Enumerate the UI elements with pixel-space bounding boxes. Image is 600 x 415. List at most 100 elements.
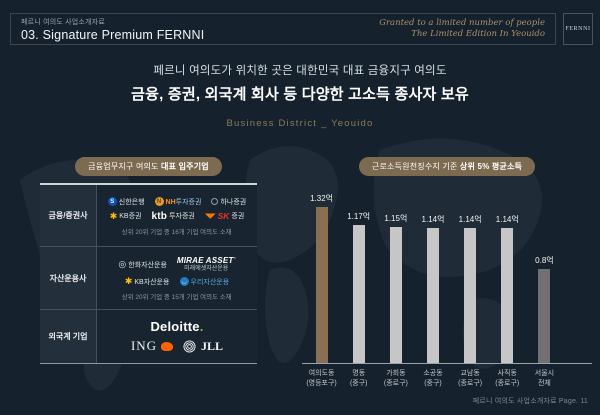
left-header-bold: 대표 입주기업 <box>161 162 209 171</box>
ktb-suffix: 투자증권 <box>169 213 195 220</box>
kb-asset-label: KB자산운용 <box>134 278 170 286</box>
sk-suffix: 증권 <box>231 213 245 220</box>
bar-category-label: 서울시 전체 <box>534 370 555 387</box>
foreign-logo-line1: Deloitte. <box>150 319 203 334</box>
bar-category-label: 명동 (중구) <box>349 370 368 387</box>
bar-value-label: 1.17억 <box>347 212 371 221</box>
logo-hana-securities: 하나증권 <box>211 197 246 207</box>
ktb-prefix: ktb <box>151 210 168 222</box>
tagline-line2: The Limited Edition In Yeouido <box>411 29 545 39</box>
kb-star-icon: ✱ <box>124 276 133 286</box>
bar <box>352 225 365 363</box>
finance-logos-cell: S 신한은행 N NH투자증권 하나증권 ✱ KB증권 ktb 투자증권 ◥◤ SK 증권 … <box>97 185 257 246</box>
right-header-normal: 근로소득원천징수지 기준 <box>371 162 460 171</box>
deloitte-wordmark: Deloitte <box>150 319 200 334</box>
bar-value-label: 1.14억 <box>421 215 445 224</box>
logo-mirae-asset: MIRAE ASSET′ 미래에셋자산운용 <box>176 255 236 273</box>
hanwha-icon: ◎ <box>118 259 127 269</box>
header: 페르니 여의도 사업소개자료 03. Signature Premium FER… <box>10 13 556 45</box>
bar-value-label: 1.14억 <box>458 215 482 224</box>
asset-note: 상위 20위 기업 중 15개 기업 여의도 소재 <box>122 293 232 301</box>
footer-page-number: 페르니 여의도 사업소개자료 Page. 11 <box>472 398 588 405</box>
mirae-main-label: MIRAE ASSET′ <box>176 255 236 265</box>
page-title: 03. Signature Premium FERNNI <box>21 27 205 42</box>
bar <box>315 207 328 363</box>
right-section-header-wrap: 근로소득원천징수지 기준 상위 5% 평균소득 <box>302 156 592 176</box>
nh-label: NH투자증권 <box>166 197 202 207</box>
category-finance: 금융/증권사 <box>40 185 97 246</box>
chart-x-axis <box>302 363 592 364</box>
nh-suffix: 투자증권 <box>175 198 202 206</box>
woori-icon: ◡ <box>179 277 189 286</box>
logo-deloitte: Deloitte. <box>150 319 203 334</box>
asset-logo-line1: ◎ 한화자산운용 MIRAE ASSET′ 미래에셋자산운용 <box>118 255 236 273</box>
sk-prefix: SK <box>217 211 230 221</box>
hana-icon <box>211 198 219 205</box>
bar-group: 1.17억 <box>340 211 377 363</box>
bar-value-label: 1.15억 <box>384 214 408 223</box>
mirae-tick-icon: ′ <box>233 255 236 265</box>
logo-kb-securities: ✱ KB증권 <box>110 211 142 221</box>
logo-hanwha-asset: ◎ 한화자산운용 <box>118 260 167 270</box>
breadcrumb: 페르니 여의도 사업소개자료 <box>21 18 105 26</box>
table-row-asset-management: 자산운용사 ◎ 한화자산운용 MIRAE ASSET′ 미래에셋자산운용 ✱ KB자산… <box>40 247 257 310</box>
deloitte-green-dot: . <box>199 319 204 334</box>
bar-category-label: 여의도동 (영등포구) <box>306 370 337 387</box>
bar-group: 0.8억 <box>526 255 563 363</box>
finance-logo-line1: S 신한은행 N NH투자증권 하나증권 <box>107 197 246 207</box>
bar <box>389 227 402 363</box>
asset-logos-cell: ◎ 한화자산운용 MIRAE ASSET′ 미래에셋자산운용 ✱ KB자산운용 ◡ 우리… <box>97 247 257 309</box>
logo-ktb-securities: ktb 투자증권 <box>151 211 194 222</box>
bar-category-label: 사직동 (종로구) <box>495 370 520 387</box>
kb-star-icon: ✱ <box>109 210 118 221</box>
bar-category-label: 가회동 (종로구) <box>383 370 408 387</box>
table-row-finance: 금융/증권사 S 신한은행 N NH투자증권 하나증권 ✱ KB증권 ktb 투자증권 … <box>40 185 257 247</box>
category-foreign: 외국계 기업 <box>40 310 97 363</box>
brand-logo-box: FERNNI <box>563 13 593 45</box>
logo-ing: ING <box>131 338 174 354</box>
headline-line1: 페르니 여의도가 위치한 곳은 대한민국 대표 금융지구 여의도 <box>153 65 447 77</box>
headline-block: 페르니 여의도가 위치한 곳은 대한민국 대표 금융지구 여의도 금융, 증권,… <box>0 62 600 129</box>
left-header-normal: 금융업무지구 여의도 <box>88 162 162 171</box>
sk-wings-icon: ◥◤ <box>204 212 216 220</box>
bar-value-label: 1.32억 <box>310 194 334 203</box>
asset-logo-line2: ✱ KB자산운용 ◡ 우리자산운용 <box>125 277 229 287</box>
foreign-logo-line2: ING JLL <box>131 338 223 354</box>
woori-label: 우리자산운용 <box>190 278 230 286</box>
header-tagline: Granted to a limited number of people Th… <box>379 18 555 40</box>
logo-nh-securities: N NH투자증권 <box>154 197 202 207</box>
left-section-header-wrap: 금융업무지구 여의도 대표 입주기업 <box>40 156 257 176</box>
bar-category-label: 교남동 (종로구) <box>458 370 483 387</box>
logo-sk-securities: ◥◤ SK 증권 <box>205 211 244 221</box>
category-asset-management: 자산운용사 <box>40 247 97 309</box>
bar-group: 1.14억 <box>452 214 489 363</box>
nh-prefix: NH <box>165 198 176 206</box>
logo-kb-asset: ✱ KB자산운용 <box>125 277 170 287</box>
right-header-bold: 상위 5% 평균소득 <box>459 162 523 171</box>
mirae-wordmark: MIRAE ASSET <box>176 255 234 265</box>
ing-lion-icon <box>161 341 174 351</box>
bar <box>464 228 477 363</box>
left-section-header: 금융업무지구 여의도 대표 입주기업 <box>75 157 222 176</box>
tenant-company-table: 금융/증권사 S 신한은행 N NH투자증권 하나증권 ✱ KB증권 ktb 투자증권 … <box>40 183 257 364</box>
bar-category-label: 소공동 (중구) <box>423 370 443 387</box>
mirae-sub-label: 미래에셋자산운용 <box>184 265 229 272</box>
finance-logo-line2: ✱ KB증권 ktb 투자증권 ◥◤ SK 증권 <box>110 211 245 222</box>
finance-note: 상위 20위 기업 중 16개 기업 여의도 소재 <box>122 228 232 236</box>
headline-line2: 금융, 증권, 외국계 회사 등 다양한 고소득 종사자 보유 <box>131 86 469 103</box>
logo-shinhan-bank: S 신한은행 <box>107 197 145 207</box>
jll-rings-icon <box>183 339 196 353</box>
chart-category-labels: 여의도동 (영등포구) 명동 (중구) 가회동 (종로구) 소공동 (중구) 교남동 (종로구) 사… <box>303 369 563 389</box>
hana-label: 하나증권 <box>220 198 247 206</box>
shinhan-label: 신한은행 <box>118 198 145 206</box>
bar-group: 1.32억 <box>303 193 340 363</box>
income-bar-chart: 1.32억 1.17억 1.15억 1.14억 1.14억 1.14억 0.8억 여의도동(… <box>302 178 592 389</box>
bar-value-label: 0.8억 <box>535 256 554 265</box>
header-left: 페르니 여의도 사업소개자료 03. Signature Premium FER… <box>11 17 204 42</box>
bar-group: 1.15억 <box>377 213 414 363</box>
jll-wordmark: JLL <box>201 338 224 353</box>
chart-bars: 1.32억 1.17억 1.15억 1.14억 1.14억 1.14억 0.8억 <box>303 178 563 363</box>
mirae-stack: MIRAE ASSET′ 미래에셋자산운용 <box>176 255 236 273</box>
bar-group: 1.14억 <box>414 214 451 363</box>
hanwha-label: 한화자산운용 <box>128 261 167 269</box>
